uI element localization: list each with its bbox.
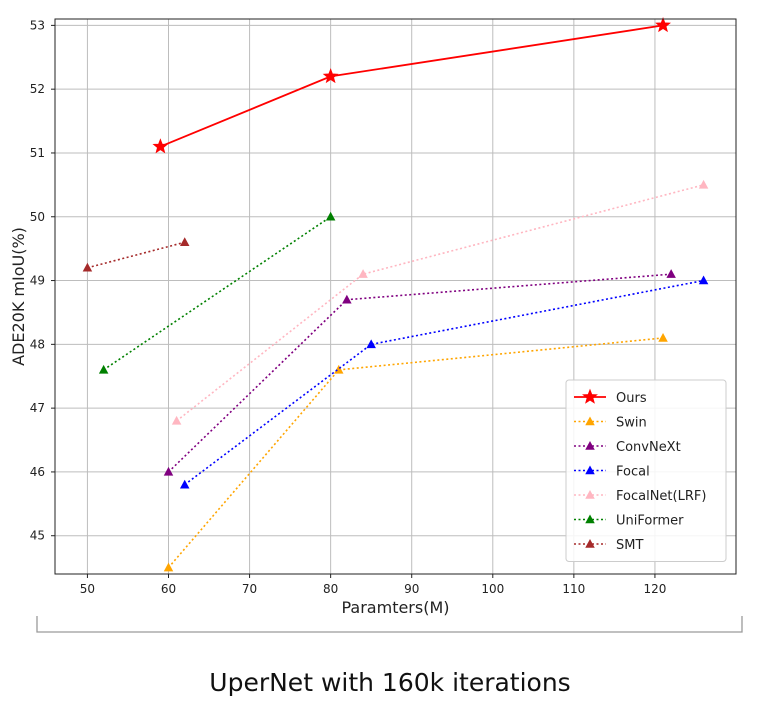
y-tick-label: 53 — [30, 18, 45, 32]
figure-caption: UperNet with 160k iterations — [209, 668, 571, 697]
series-layer — [82, 17, 709, 572]
series-line-smt — [87, 241, 185, 269]
x-tick-label: 90 — [404, 582, 419, 596]
legend-label-ours: Ours — [616, 391, 647, 406]
series-ours — [152, 17, 671, 154]
series-line-focal — [184, 279, 704, 486]
tick-labels: 50 60 70 80 90 100 110 120 45 46 47 48 49 50 51 52 53 — [30, 18, 667, 596]
x-tick-label: 80 — [323, 582, 338, 596]
data-point-convnext — [342, 294, 352, 304]
legend-label-focalnet-lrf: FocalNet(LRF) — [616, 489, 706, 504]
data-point-focalnet-lrf — [358, 269, 368, 278]
y-tick-label: 46 — [30, 465, 45, 479]
y-tick-label: 52 — [30, 82, 45, 96]
legend-marker-smt — [585, 539, 595, 548]
x-tick-label: 120 — [643, 582, 666, 596]
data-point-ours — [655, 17, 671, 33]
series-smt — [82, 237, 190, 272]
legend-marker-swin — [585, 416, 595, 426]
data-point-smt — [82, 262, 93, 272]
data-point-swin — [658, 332, 668, 342]
series-focal — [179, 275, 709, 489]
x-axis-title: Paramters(M) — [341, 598, 449, 617]
data-point-focalnet-lrf — [698, 179, 709, 189]
legend: Ours Swin ConvNeXt Focal FocalNet(LRF) UniFor… — [565, 379, 727, 562]
data-point-smt — [179, 237, 190, 247]
data-point-uniformer — [98, 364, 109, 374]
data-point-convnext — [666, 269, 676, 278]
y-tick-label: 50 — [30, 210, 45, 224]
y-tick-label: 51 — [30, 146, 45, 160]
data-point-ours — [152, 138, 169, 154]
y-tick-label: 48 — [30, 337, 45, 351]
y-tick-label: 47 — [30, 401, 45, 415]
plot-frame — [54, 18, 737, 575]
x-tick-label: 70 — [242, 582, 257, 596]
grid — [55, 19, 736, 574]
data-point-focalnet-lrf — [171, 415, 182, 425]
legend-label-uniformer: UniFormer — [616, 514, 684, 529]
series-line-swin — [167, 337, 664, 569]
caption-bracket — [36, 616, 743, 633]
legend-marker-uniformer — [585, 514, 595, 524]
series-line-uniformer — [103, 216, 332, 371]
x-tick-label: 60 — [161, 582, 176, 596]
data-point-focal — [366, 339, 376, 349]
legend-label-smt: SMT — [616, 538, 643, 553]
series-uniformer — [98, 211, 336, 374]
series-convnext — [163, 269, 676, 476]
legend-label-convnext: ConvNeXt — [616, 440, 681, 455]
y-tick-label: 49 — [30, 274, 45, 288]
series-focalnet-lrf — [171, 179, 709, 425]
legend-marker-focal — [585, 465, 595, 475]
data-point-ours — [322, 68, 339, 84]
data-point-focal — [698, 275, 709, 285]
legend-marker-focalnet-lrf — [585, 490, 595, 499]
data-point-swin — [334, 364, 344, 374]
x-tick-label: 50 — [80, 582, 95, 596]
data-point-focal — [179, 479, 190, 489]
x-tick-label: 100 — [481, 582, 504, 596]
data-point-swin — [163, 562, 174, 572]
y-tick-label: 45 — [30, 529, 45, 543]
data-point-convnext — [163, 466, 174, 476]
legend-box — [565, 379, 727, 562]
x-tick-label: 110 — [562, 582, 585, 596]
data-point-uniformer — [325, 211, 336, 221]
legend-marker-ours — [582, 388, 598, 404]
legend-label-swin: Swin — [616, 416, 647, 431]
legend-marker-convnext — [585, 441, 595, 450]
y-axis-title: ADE20K mIoU(%) — [9, 227, 28, 366]
legend-label-focal: Focal — [616, 465, 650, 480]
